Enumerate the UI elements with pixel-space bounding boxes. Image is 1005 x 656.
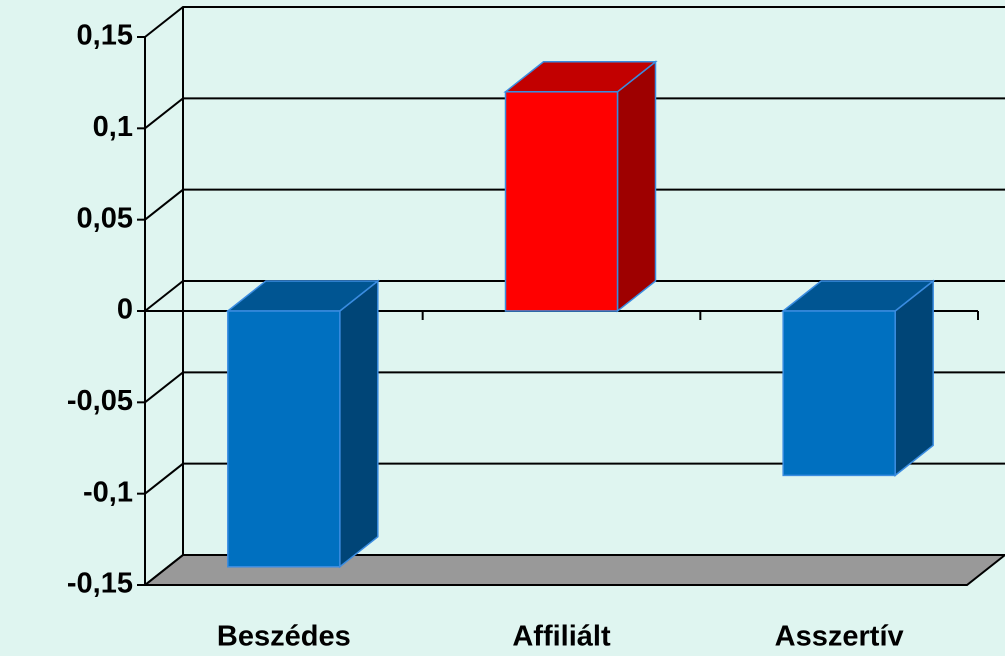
bar bbox=[782, 310, 896, 477]
grid-line bbox=[144, 462, 1005, 495]
y-tick-label: 0,15 bbox=[77, 20, 133, 52]
y-tick-label: 0,05 bbox=[77, 202, 133, 234]
grid-line bbox=[144, 97, 1005, 130]
y-tick-label: 0 bbox=[117, 294, 133, 326]
grid-line bbox=[144, 188, 1005, 221]
x-tick-label: Beszédes bbox=[217, 621, 351, 653]
grid-line bbox=[144, 280, 1005, 312]
y-tick-label: 0,1 bbox=[93, 111, 133, 143]
bar-side bbox=[339, 279, 379, 569]
bar bbox=[504, 91, 619, 312]
grid-line bbox=[144, 371, 1005, 404]
y-tick-label: -0,15 bbox=[67, 568, 133, 600]
bar-side bbox=[616, 60, 657, 313]
x-tick-label: Affiliált bbox=[512, 621, 611, 653]
y-tick-label: -0,1 bbox=[83, 476, 133, 508]
grid-line bbox=[144, 554, 1005, 586]
bar-side bbox=[894, 279, 934, 477]
bar bbox=[227, 310, 341, 568]
y-tick-label: -0,05 bbox=[67, 385, 133, 417]
grid-line bbox=[144, 6, 1005, 38]
x-tick-label: Asszertív bbox=[775, 621, 904, 653]
